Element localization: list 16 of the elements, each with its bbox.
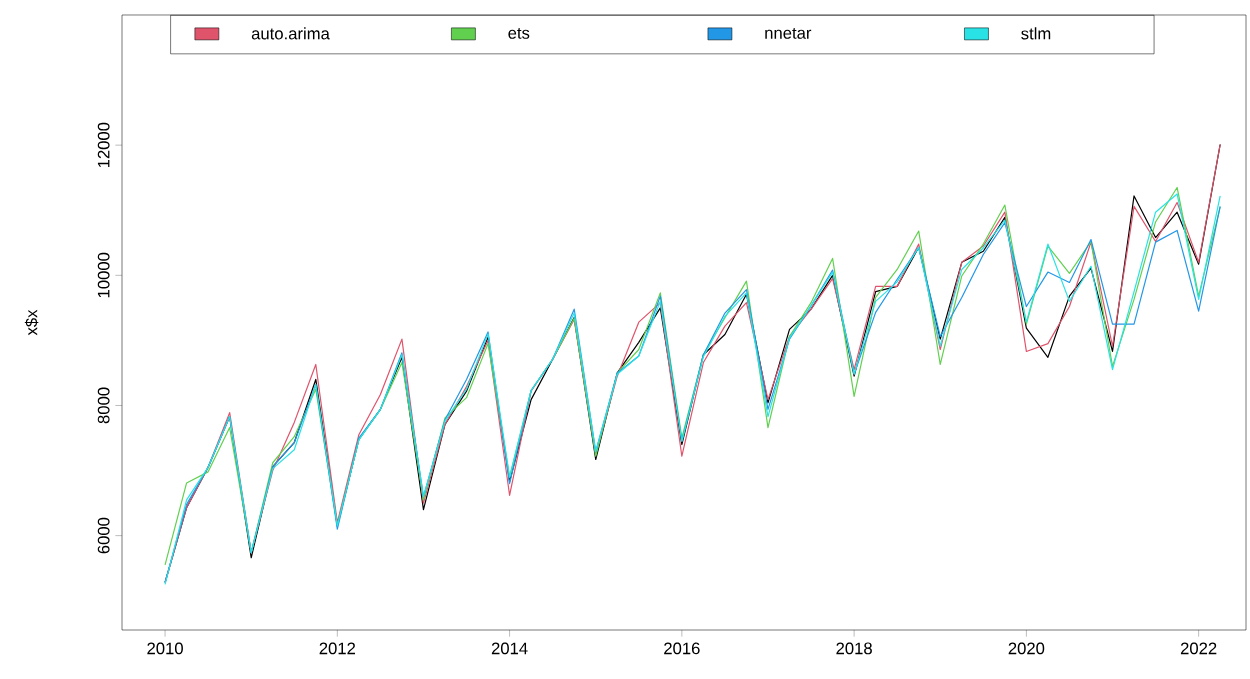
y-tick-label: 12000 [97, 122, 110, 168]
legend-label: auto.arima [251, 27, 330, 40]
legend-label: ets [508, 27, 530, 39]
y-axis-title: x$x [24, 309, 39, 336]
y-tick-label: 10000 [97, 252, 110, 298]
legend-label: stlm [1021, 27, 1051, 40]
x-tick-label: 2014 [491, 642, 528, 655]
x-tick-label: 2018 [836, 642, 872, 655]
legend-label: nnetar [765, 27, 812, 39]
y-tick-label: 8000 [97, 387, 110, 424]
x-tick-label: 2020 [1008, 642, 1045, 655]
y-tick-label: 6000 [97, 517, 110, 554]
x-tick-label: 2012 [319, 642, 356, 655]
x-tick-label: 2010 [147, 642, 183, 655]
x-tick-label: 2022 [1180, 642, 1217, 655]
x-tick-label: 2016 [664, 642, 700, 655]
